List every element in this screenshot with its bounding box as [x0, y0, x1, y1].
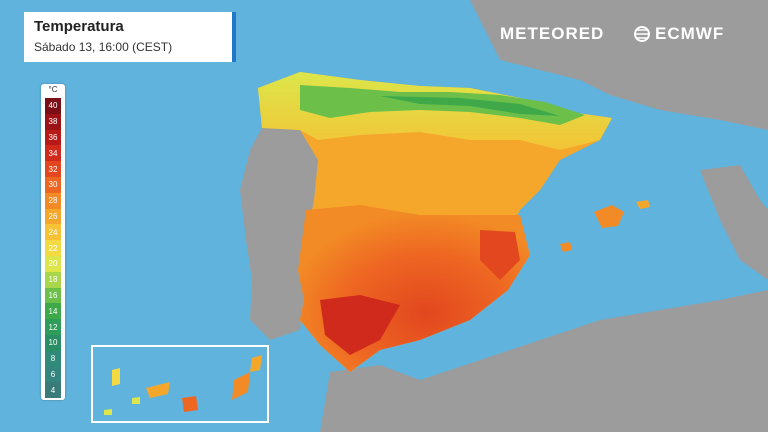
legend-unit: °C: [48, 85, 58, 94]
legend-swatch: 22: [45, 240, 61, 256]
el-hierro: [104, 409, 112, 415]
legend-swatch: 32: [45, 161, 61, 177]
ecmwf-label: ECMWF: [655, 24, 725, 43]
mallorca: [594, 205, 624, 228]
tenerife: [146, 382, 170, 398]
gran-canaria: [182, 396, 198, 412]
ecmwf-logo: ECMWF: [632, 24, 724, 44]
menorca: [636, 200, 650, 209]
legend-swatch: 34: [45, 145, 61, 162]
map-title: Temperatura: [34, 18, 124, 35]
north-africa-landmass: [320, 290, 768, 432]
meteored-logo: METEORED: [500, 24, 605, 43]
legend-swatch: 18: [45, 271, 61, 288]
canary-islands-inset: [91, 345, 269, 423]
legend-swatch: 24: [45, 224, 61, 241]
legend-swatch: 26: [45, 208, 61, 225]
legend-swatch: 28: [45, 192, 61, 209]
legend-swatch: 38: [45, 113, 61, 130]
legend-swatch: 36: [45, 129, 61, 146]
map-subtitle: Sábado 13, 16:00 (CEST): [34, 40, 173, 54]
legend-swatch: 4: [45, 382, 61, 399]
legend-swatch: 16: [45, 287, 61, 304]
legend-swatch: 40: [45, 98, 61, 114]
lanzarote: [250, 355, 262, 372]
legend-swatch: 14: [45, 303, 61, 320]
legend-swatch: 8: [45, 350, 61, 367]
legend-swatch: 20: [45, 256, 61, 272]
temperature-legend: °C 40 38 36 34 32 30 28 26 24 22 20 18 16 14 12 10 8 6 4: [41, 84, 65, 400]
title-panel: Temperatura Sábado 13, 16:00 (CEST): [24, 12, 236, 62]
legend-swatch: 10: [45, 335, 61, 351]
france-landmass: [470, 0, 768, 130]
legend-swatch: 6: [45, 366, 61, 383]
la-palma: [112, 368, 120, 386]
cantabrian-green: [300, 85, 585, 125]
legend-swatch: 30: [45, 177, 61, 193]
ecmwf-icon: [634, 26, 650, 42]
la-gomera: [132, 397, 140, 404]
portugal-landmass: [240, 125, 318, 340]
legend-swatch: 12: [45, 319, 61, 335]
fuerteventura: [232, 372, 250, 400]
italy-sardinia-landmass: [700, 165, 768, 280]
ibiza: [560, 242, 572, 252]
